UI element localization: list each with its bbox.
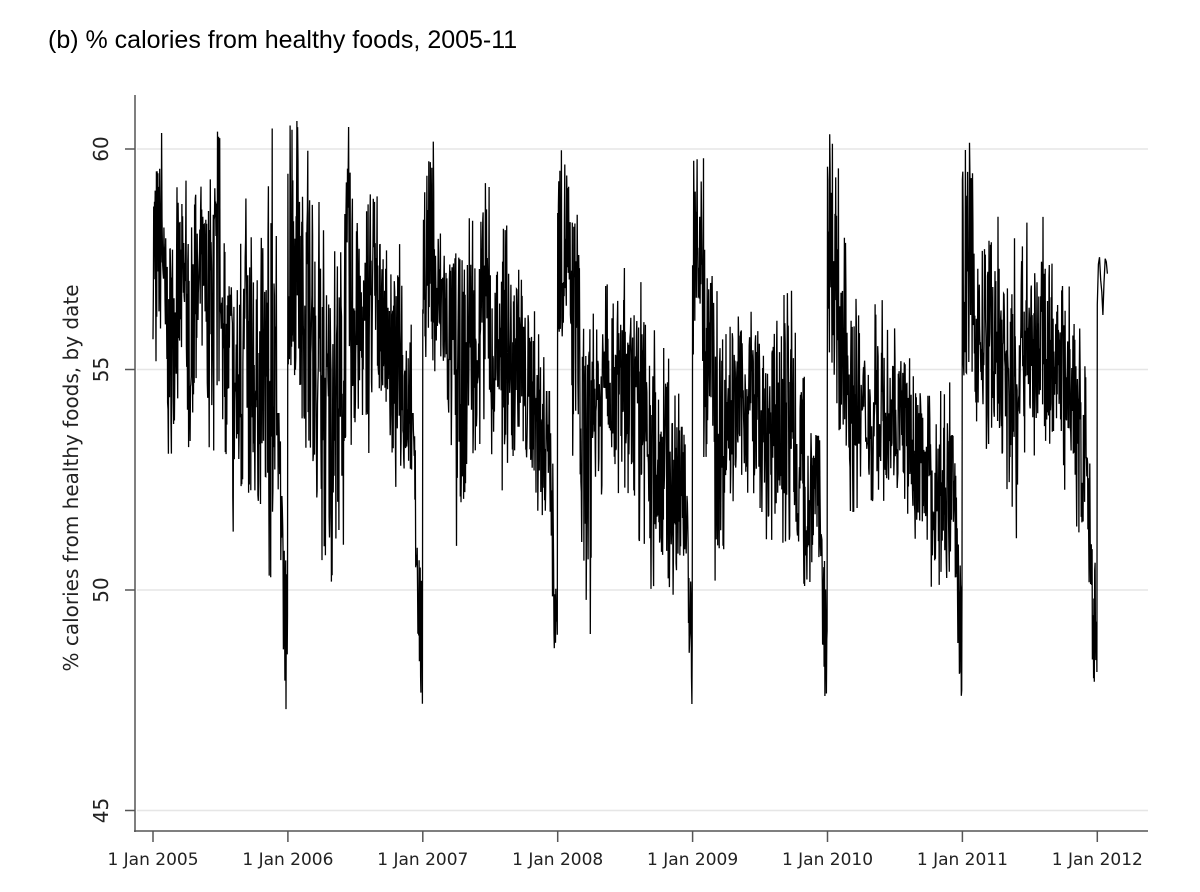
- y-axis-label: % calories from healthy foods, by date: [59, 284, 83, 671]
- x-tick-label: 1 Jan 2009: [647, 850, 738, 870]
- x-tick-label: 1 Jan 2011: [917, 850, 1008, 870]
- series-line: [152, 120, 1109, 710]
- y-tick-label: 45: [89, 798, 113, 823]
- x-tick-label: 1 Jan 2005: [107, 850, 198, 870]
- x-tick-label: 1 Jan 2008: [512, 850, 603, 870]
- x-tick-label: 1 Jan 2006: [242, 850, 333, 870]
- data-series: [152, 120, 1109, 710]
- x-tick-label: 1 Jan 2010: [782, 850, 873, 870]
- y-tick-label: 50: [89, 577, 113, 602]
- chart-title: (b) % calories from healthy foods, 2005-…: [48, 26, 518, 54]
- x-tick-label: 1 Jan 2012: [1052, 850, 1143, 870]
- x-tick-label: 1 Jan 2007: [377, 850, 468, 870]
- y-tick-label: 55: [89, 357, 113, 382]
- y-tick-label: 60: [89, 136, 113, 161]
- axes: 45 50 55 60 1 Jan 2005 1 Jan 2006 1 Jan 2007 1 …: [89, 95, 1148, 870]
